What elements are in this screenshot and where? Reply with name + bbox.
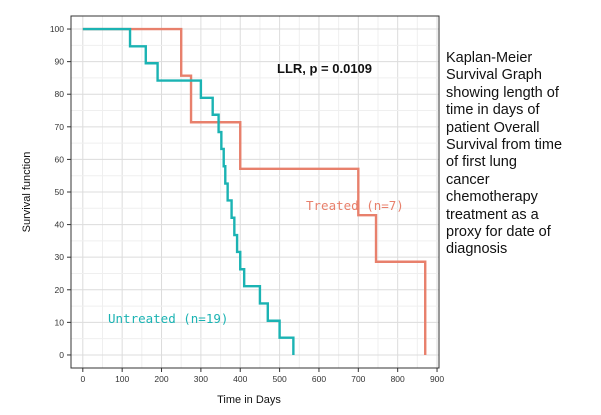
y-tick-label: 100 — [50, 24, 64, 34]
axis-ticks: 0 100 200 300 400 500 600 700 800 900 0 10 20 30 40 50 6… — [50, 24, 445, 384]
caption-line: cancer — [446, 171, 490, 188]
caption-line: proxy for date of — [446, 224, 551, 241]
llr-annotation: LLR, p = 0.0109 — [277, 61, 372, 76]
x-tick-label: 700 — [351, 374, 365, 384]
y-tick-label: 30 — [55, 252, 65, 262]
x-tick-label: 200 — [154, 374, 168, 384]
treated-survival-line — [82, 27, 427, 355]
y-tick-label: 40 — [55, 220, 65, 230]
caption-line: Kaplan-Meier — [446, 50, 533, 66]
chart-caption: Kaplan-Meier Survival Graph showing leng… — [446, 50, 596, 259]
x-tick-label: 300 — [194, 374, 208, 384]
caption-line: time in days of — [446, 102, 540, 119]
caption-line: of first lung — [446, 154, 517, 171]
x-tick-label: 0 — [80, 374, 85, 384]
x-axis-title: Time in Days — [217, 394, 281, 406]
caption-line: treatment as a — [446, 206, 539, 223]
x-tick-label: 900 — [430, 374, 444, 384]
caption-line: diagnosis — [446, 241, 508, 258]
caption-line: Survival Graph — [446, 67, 542, 84]
x-tick-label: 500 — [273, 374, 287, 384]
grid-lines — [71, 16, 439, 368]
caption-line: Survival from time — [446, 137, 563, 154]
x-tick-label: 100 — [115, 374, 129, 384]
untreated-survival-line — [82, 27, 295, 355]
y-axis-title: Survival function — [21, 152, 33, 233]
y-tick-label: 50 — [55, 187, 65, 197]
series-lines — [82, 27, 427, 355]
x-tick-label: 600 — [312, 374, 326, 384]
treated-series-label: Treated (n=7) — [306, 198, 404, 213]
y-tick-label: 20 — [55, 285, 65, 295]
x-tick-label: 400 — [233, 374, 247, 384]
x-tick-label: 800 — [391, 374, 405, 384]
untreated-series-label: Untreated (n=19) — [108, 311, 228, 326]
y-tick-label: 10 — [55, 317, 65, 327]
caption-line: chemotherapy — [446, 189, 538, 206]
y-tick-label: 60 — [55, 154, 65, 164]
y-tick-label: 70 — [55, 122, 65, 132]
y-tick-label: 90 — [55, 57, 65, 67]
caption-line: patient Overall — [446, 119, 540, 136]
caption-line: showing length of — [446, 84, 559, 101]
y-tick-label: 0 — [59, 350, 64, 360]
y-tick-label: 80 — [55, 89, 65, 99]
